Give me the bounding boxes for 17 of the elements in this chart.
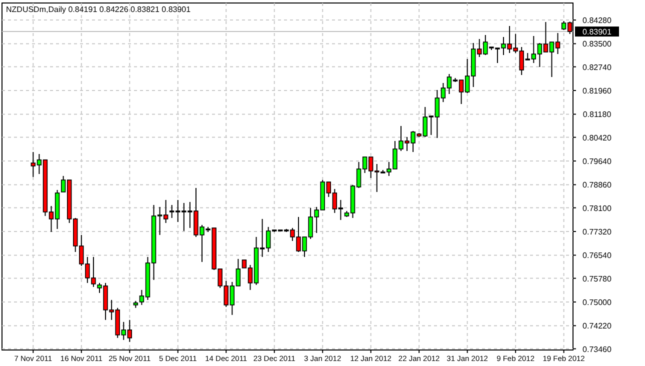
y-tick-label: 0.77320 [582, 227, 612, 236]
y-tick-label: 0.74220 [582, 322, 612, 331]
chart-title: NZDUSDm,Daily 0.84191 0.84226 0.83821 0.83901 [6, 5, 192, 14]
y-tick-label: 0.76540 [582, 251, 612, 260]
y-tick-label: 0.75000 [582, 298, 612, 307]
y-tick-label: 0.78100 [582, 204, 612, 213]
y-tick-label: 0.80420 [582, 133, 612, 142]
y-tick-label: 0.83500 [582, 40, 612, 49]
y-tick-label: 0.82740 [582, 62, 612, 72]
y-tick-label: 0.81960 [582, 86, 612, 96]
y-tick-label: 0.73460 [582, 344, 612, 354]
y-tick-label: 0.81180 [582, 110, 612, 120]
y-tick-label: 0.79640 [582, 157, 612, 166]
y-tick-label: 0.84280 [582, 16, 612, 26]
y-tick-label: 0.75780 [582, 274, 612, 284]
ref-line-label: 0.83901 [582, 28, 612, 37]
y-tick-label: 0.78860 [582, 180, 612, 190]
